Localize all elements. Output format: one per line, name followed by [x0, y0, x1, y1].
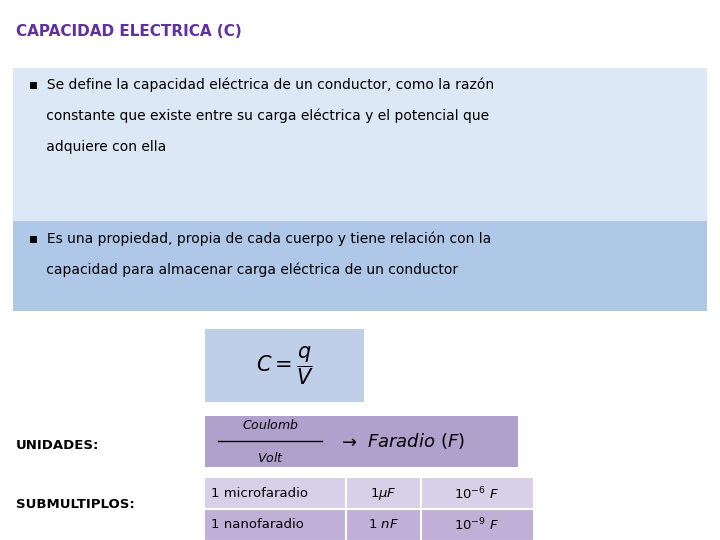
Text: SUBMULTIPLOS:: SUBMULTIPLOS: [16, 498, 135, 511]
Text: $\mathit{Faradio\ (F)}$: $\mathit{Faradio\ (F)}$ [367, 431, 465, 451]
Text: $1\mu F$: $1\mu F$ [370, 485, 397, 502]
FancyBboxPatch shape [205, 478, 533, 509]
Text: $10^{-6}\ F$: $10^{-6}\ F$ [454, 485, 500, 502]
Text: capacidad para almacenar carga eléctrica de un conductor: capacidad para almacenar carga eléctrica… [20, 262, 459, 277]
Text: $C = \dfrac{q}{V}$: $C = \dfrac{q}{V}$ [256, 345, 313, 387]
FancyBboxPatch shape [205, 329, 364, 402]
Text: constante que existe entre su carga eléctrica y el potencial que: constante que existe entre su carga eléc… [20, 109, 490, 123]
FancyBboxPatch shape [205, 509, 533, 540]
Text: adquiere con ella: adquiere con ella [20, 140, 166, 154]
Text: $\mathit{Coulomb}$: $\mathit{Coulomb}$ [241, 418, 299, 432]
Text: $1\ nF$: $1\ nF$ [368, 518, 399, 531]
FancyBboxPatch shape [13, 68, 707, 221]
Text: $\rightarrow$: $\rightarrow$ [338, 433, 358, 450]
Text: CAPACIDAD ELECTRICA (C): CAPACIDAD ELECTRICA (C) [16, 24, 242, 39]
Text: $10^{-9}\ F$: $10^{-9}\ F$ [454, 517, 500, 533]
FancyBboxPatch shape [205, 416, 518, 467]
FancyBboxPatch shape [13, 221, 707, 310]
Text: 1 microfaradio: 1 microfaradio [211, 487, 308, 500]
Text: $\mathit{Volt}$: $\mathit{Volt}$ [256, 451, 284, 465]
Text: ▪  Se define la capacidad eléctrica de un conductor, como la razón: ▪ Se define la capacidad eléctrica de un… [20, 77, 495, 92]
Text: ▪  Es una propiedad, propia de cada cuerpo y tiene relación con la: ▪ Es una propiedad, propia de cada cuerp… [20, 231, 492, 246]
Text: 1 nanofaradio: 1 nanofaradio [211, 518, 304, 531]
Text: UNIDADES:: UNIDADES: [16, 439, 99, 452]
